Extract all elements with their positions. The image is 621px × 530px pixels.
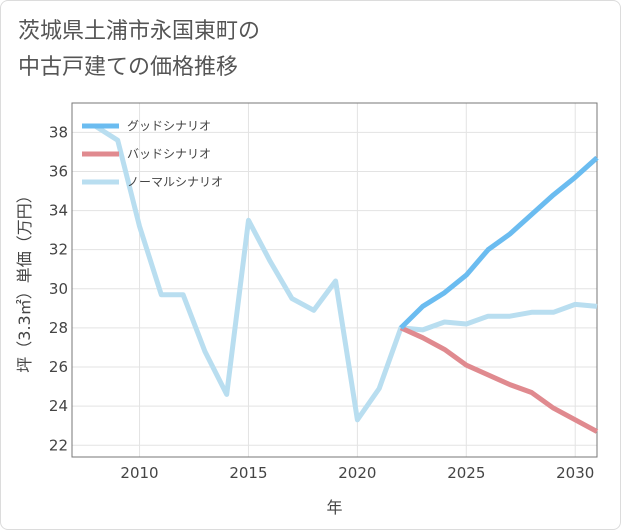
grid-lines <box>72 103 597 457</box>
chart-title-line2: 中古戸建ての価格推移 <box>18 55 239 80</box>
series-layer <box>94 124 599 434</box>
x-axis-label: 年 <box>326 498 342 517</box>
y-tick-label: 26 <box>49 358 68 376</box>
series-line-1 <box>399 325 599 434</box>
legend-label: グッドシナリオ <box>127 119 211 133</box>
y-tick-label: 36 <box>49 162 68 180</box>
x-tick-label: 2010 <box>120 464 158 482</box>
series-line-2 <box>94 124 598 423</box>
y-tick-label: 30 <box>49 280 68 298</box>
y-tick-label: 24 <box>49 397 68 415</box>
legend-label: バッドシナリオ <box>127 147 211 161</box>
y-tick-label: 22 <box>49 436 68 454</box>
x-tick-label: 2025 <box>447 464 485 482</box>
chart-title: 茨城県土浦市永国東町の 中古戸建ての価格推移 <box>18 14 260 86</box>
y-tick-label: 34 <box>49 202 68 220</box>
series-line-0 <box>399 155 599 330</box>
tick-labels: 22 24 26 28 30 32 34 36 38 2010 2015 2020 2025 2030 <box>49 123 594 482</box>
y-tick-label: 28 <box>49 319 68 337</box>
x-tick-label: 2030 <box>556 464 594 482</box>
y-axis-label: 坪（3.3㎡）単価（万円） <box>15 187 34 372</box>
x-tick-label: 2015 <box>229 464 267 482</box>
chart-title-line1: 茨城県土浦市永国東町の <box>18 19 261 44</box>
y-tick-label: 32 <box>49 241 68 259</box>
legend-label: ノーマルシナリオ <box>127 175 223 189</box>
x-tick-label: 2020 <box>338 464 376 482</box>
y-tick-label: 38 <box>49 123 68 141</box>
plot-area-border <box>71 102 598 458</box>
